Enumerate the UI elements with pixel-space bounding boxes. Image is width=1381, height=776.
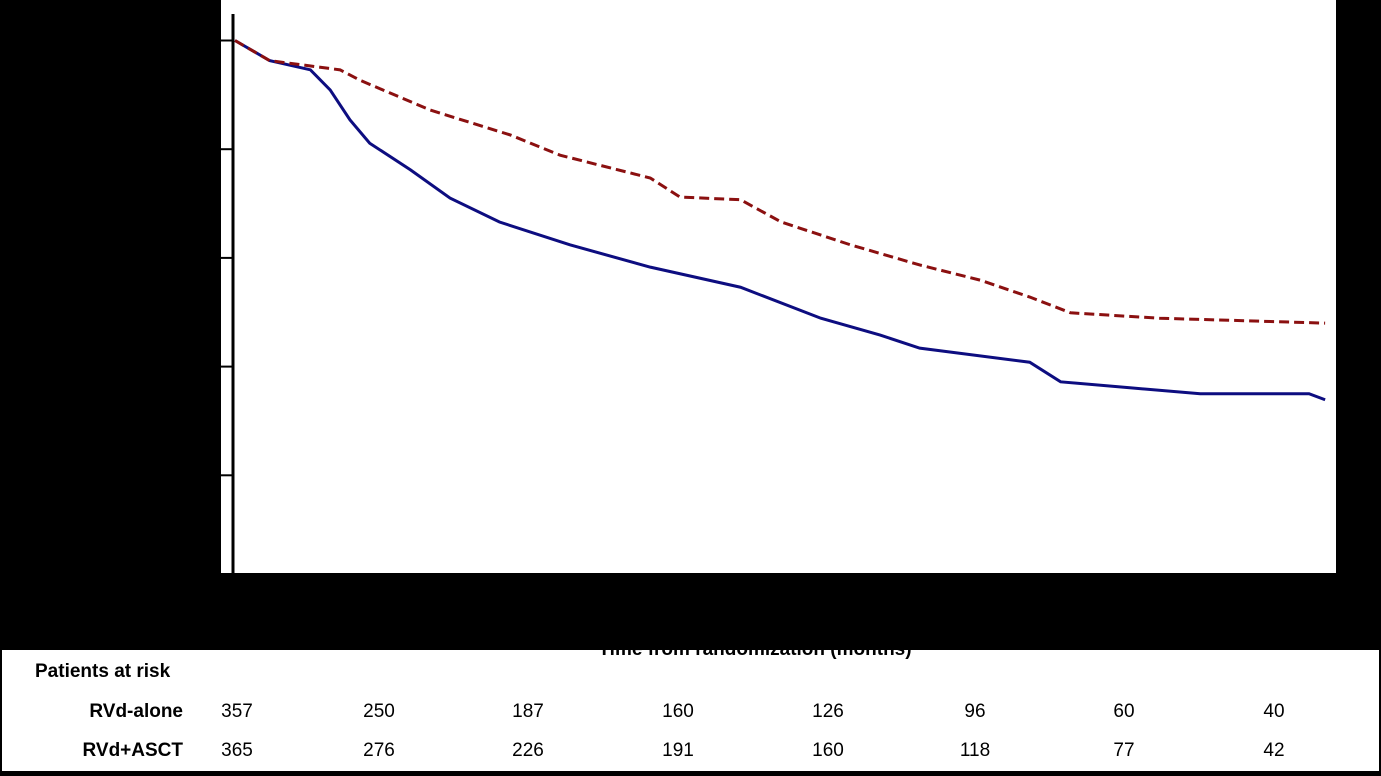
risk-count: 187 bbox=[512, 701, 544, 722]
overlay bbox=[221, 573, 1381, 650]
risk-count: 160 bbox=[812, 740, 844, 761]
risk-count: 77 bbox=[1113, 740, 1134, 761]
risk-count: 96 bbox=[964, 701, 985, 722]
risk-count: 357 bbox=[221, 701, 253, 722]
survival-curve bbox=[234, 39, 1326, 402]
risk-count: 160 bbox=[662, 701, 694, 722]
plot-area bbox=[221, 0, 1336, 573]
risk-count: 42 bbox=[1263, 740, 1284, 761]
risk-row-label: RVd+ASCT bbox=[83, 740, 184, 761]
risk-count: 40 bbox=[1263, 701, 1284, 722]
risk-count: 226 bbox=[512, 740, 544, 761]
risk-table-area bbox=[2, 650, 1379, 771]
survival-curve bbox=[234, 39, 1326, 325]
risk-count: 276 bbox=[363, 740, 395, 761]
risk-count: 365 bbox=[221, 740, 253, 761]
risk-count: 191 bbox=[662, 740, 694, 761]
risk-count: 250 bbox=[363, 701, 395, 722]
y-tick-label: 0.8 bbox=[186, 138, 212, 159]
risk-count: 60 bbox=[1113, 701, 1134, 722]
y-tick-label: 0.6 bbox=[186, 247, 212, 268]
risk-title: Patients at risk bbox=[35, 661, 171, 682]
risk-count: 118 bbox=[960, 740, 990, 761]
risk-row-label: RVd-alone bbox=[89, 701, 183, 722]
y-tick-label: 1.0 bbox=[186, 30, 212, 51]
y-tick-label: 0.4 bbox=[186, 356, 213, 377]
y-tick-label: 0.2 bbox=[186, 464, 212, 485]
risk-count: 126 bbox=[812, 701, 844, 722]
